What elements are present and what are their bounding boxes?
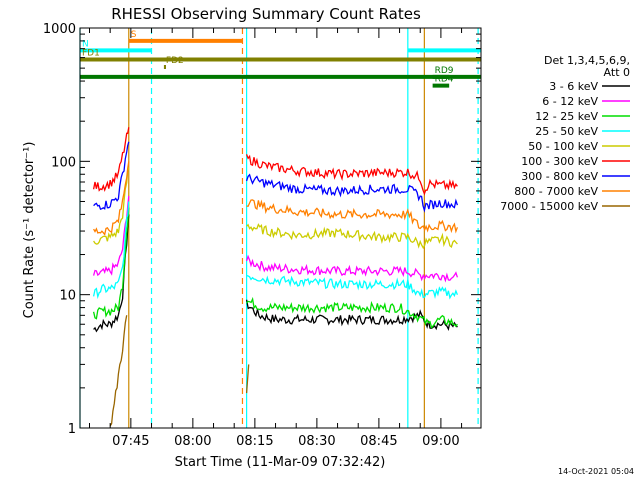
series-line — [245, 299, 458, 332]
legend-label: 12 - 25 keV — [535, 110, 598, 123]
x-tick-label: 08:00 — [174, 434, 211, 449]
series-line — [93, 141, 130, 211]
series-line — [245, 364, 250, 394]
series-line — [92, 127, 130, 192]
series-line — [245, 173, 459, 213]
legend-label: 7000 - 15000 keV — [500, 200, 598, 213]
series-line — [92, 201, 130, 300]
flag-label: RD4 — [435, 75, 454, 85]
legend-label: 25 - 50 keV — [535, 125, 598, 138]
series-line — [93, 161, 130, 236]
chart-title: RHESSI Observing Summary Count Rates — [111, 5, 421, 23]
series-line — [245, 254, 459, 283]
x-tick-label: 08:45 — [360, 434, 397, 449]
flag-label: FD2 — [166, 56, 184, 66]
legend-label: 100 - 300 keV — [521, 155, 598, 168]
y-tick-label: 1 — [68, 422, 76, 437]
y-tick-label: 1000 — [43, 22, 76, 37]
flag-label: N — [82, 39, 89, 49]
flag-label: RD9 — [435, 66, 454, 76]
x-axis-label: Start Time (11-Mar-09 07:32:42) — [175, 455, 386, 470]
legend-label: 3 - 6 keV — [549, 80, 598, 93]
legend-label: 800 - 7000 keV — [514, 185, 598, 198]
legend-label: 300 - 800 keV — [521, 170, 598, 183]
x-tick-label: 07:45 — [112, 434, 149, 449]
flag-label: FD1 — [82, 49, 100, 59]
legend-header: Att 0 — [604, 66, 630, 79]
series-line — [245, 154, 458, 196]
legend-label: 50 - 100 keV — [528, 140, 598, 153]
x-tick-label: 08:15 — [236, 434, 273, 449]
series-line — [246, 296, 458, 329]
vertical-markers — [79, 28, 479, 428]
series-line — [92, 195, 130, 277]
legend: Det 1,3,4,5,6,9,Att 0 3 - 6 keV 6 - 12 keV… — [500, 54, 630, 213]
series-line — [246, 274, 459, 300]
legend-header: Det 1,3,4,5,6,9, — [544, 54, 630, 67]
series-line — [92, 207, 130, 320]
axes: 1 10 100 1000 07:45 08:00 08:15 08:30 08:45 09:00 — [43, 22, 482, 449]
y-tick-label: 10 — [59, 289, 76, 304]
flag-label: S — [131, 30, 137, 40]
y-axis-label: Count Rate (s⁻¹ detector⁻¹) — [22, 142, 37, 319]
series-line — [109, 315, 128, 427]
series-line — [246, 199, 459, 234]
x-tick-label: 09:00 — [422, 434, 459, 449]
series-line — [93, 167, 130, 245]
legend-label: 6 - 12 keV — [542, 95, 598, 108]
series-layer — [92, 127, 459, 427]
plot-frame — [79, 27, 482, 429]
x-tick-label: 08:30 — [298, 434, 335, 449]
series-line — [246, 223, 458, 250]
timestamp: 14-Oct-2021 05:04 — [558, 467, 634, 476]
y-tick-label: 100 — [51, 155, 76, 170]
